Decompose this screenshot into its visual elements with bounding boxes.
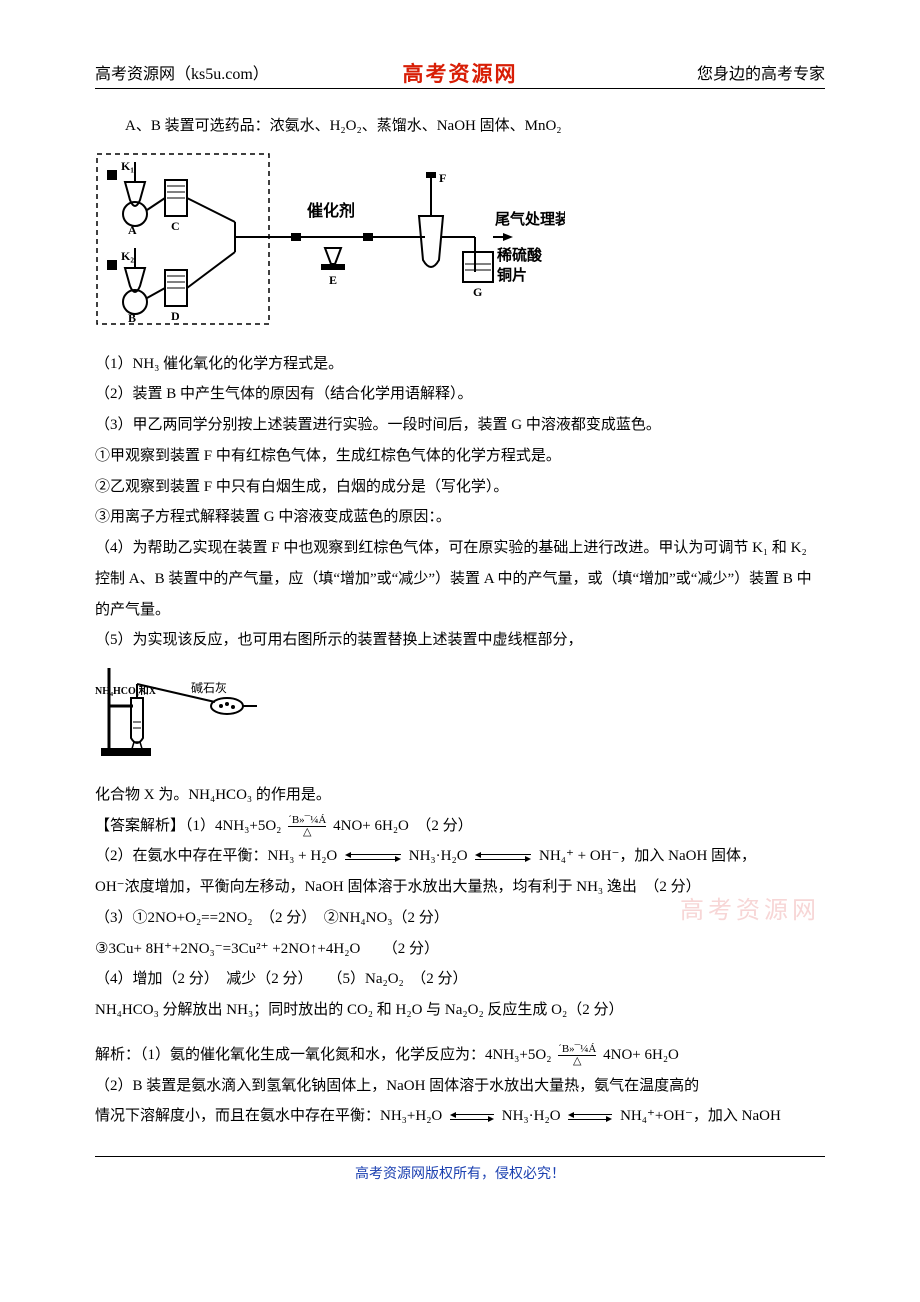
- svg-text:D: D: [171, 309, 180, 323]
- ans1-rhs: 4NO+ 6H₂O （2 分）: [333, 818, 473, 834]
- explain-2a: （2）B 装置是氨水滴入到氢氧化钠固体上，NaOH 固体溶于水放出大量热，氨气在…: [95, 1071, 825, 1102]
- svg-text:碱石灰: 碱石灰: [191, 681, 227, 695]
- svg-text:尾气处理装置: 尾气处理装置: [495, 210, 565, 228]
- q4: （4）为帮助乙实现在装置 F 中也观察到红棕色气体，可在原实验的基础上进行改进。…: [95, 533, 825, 625]
- explain-2b: 情况下溶解度小，而且在氨水中存在平衡：NH₃+H₂O NH₃·H₂O NH₄⁺+…: [95, 1101, 825, 1132]
- q3: （3）甲乙两同学分别按上述装置进行实验。一段时间后，装置 G 中溶液都变成蓝色。: [95, 410, 825, 441]
- svg-text:K₂: K₂: [121, 249, 134, 263]
- header-right: 您身边的高考专家: [697, 60, 825, 84]
- q3a: ①甲观察到装置 F 中有红棕色气体，生成红棕色气体的化学方程式是。: [95, 441, 825, 472]
- explain-1: 解析：（1）氨的催化氧化生成一氧化氮和水，化学反应为：4NH₃+5O₂ ´B»¯…: [95, 1040, 825, 1071]
- svg-text:A: A: [128, 223, 137, 237]
- svg-text:NH₄HCO₃和X: NH₄HCO₃和X: [95, 684, 157, 697]
- apparatus-diagram-2: NH₄HCO₃和X 碱石灰: [95, 656, 825, 780]
- svg-text:B: B: [128, 311, 136, 325]
- svg-text:E: E: [329, 273, 337, 287]
- q2: （2）装置 B 中产生气体的原因有（结合化学用语解释）。: [95, 379, 825, 410]
- svg-text:C: C: [171, 219, 180, 233]
- page-footer: 高考资源网版权所有，侵权必究！: [95, 1156, 825, 1183]
- answer-3: （3）①2NO+O₂==2NO₂ （2 分） ②NH₄NO₃（2 分）: [95, 903, 825, 934]
- answer-4: （4）增加（2 分） 减少（2 分） （5）Na₂O₂ （2 分）: [95, 964, 825, 995]
- svg-text:F: F: [439, 171, 446, 185]
- svg-text:铜片: 铜片: [497, 266, 527, 284]
- reaction-condition-2: ´B»¯¼Á △: [558, 1044, 596, 1067]
- q3b: ②乙观察到装置 F 中只有白烟生成，白烟的成分是（写化学）。: [95, 472, 825, 503]
- svg-text:K₁: K₁: [121, 159, 134, 173]
- svg-text:G: G: [473, 285, 482, 299]
- answer-2: （2）在氨水中存在平衡：NH₃ + H₂O NH₃·H₂O NH₄⁺ + OH⁻…: [95, 841, 825, 872]
- header-left: 高考资源网（ks5u.com）: [95, 60, 269, 84]
- svg-text:催化剂: 催化剂: [307, 201, 355, 220]
- q3c: ③用离子方程式解释装置 G 中溶液变成蓝色的原因：。: [95, 502, 825, 533]
- intro-line: A、B 装置可选药品：浓氨水、H₂O₂、蒸馏水、NaOH 固体、MnO₂: [95, 111, 825, 142]
- q5b: 化合物 X 为。NH₄HCO₃ 的作用是。: [95, 780, 825, 811]
- content-body: A、B 装置可选药品：浓氨水、H₂O₂、蒸馏水、NaOH 固体、MnO₂ K₁ …: [95, 111, 825, 1132]
- page-header: 高考资源网（ks5u.com） 高考资源网 您身边的高考专家: [95, 60, 825, 89]
- q5: （5）为实现该反应，也可用右图所示的装置替换上述装置中虚线框部分，: [95, 625, 825, 656]
- answer-2b: OH⁻浓度增加，平衡向左移动，NaOH 固体溶于水放出大量热，均有利于 NH₃ …: [95, 872, 825, 903]
- reaction-condition-1: ´B»¯¼Á △: [288, 815, 326, 838]
- ans1-lhs: 【答案解析】（1）4NH₃+5O₂: [95, 818, 281, 834]
- apparatus-diagram-1: K₁ K₂ A C B: [95, 142, 825, 349]
- answer-5: NH₄HCO₃ 分解放出 NH₃；同时放出的 CO₂ 和 H₂O 与 Na₂O₂…: [95, 995, 825, 1026]
- answer-1: 【答案解析】（1）4NH₃+5O₂ ´B»¯¼Á △ 4NO+ 6H₂O （2 …: [95, 811, 825, 842]
- spacer: [95, 1026, 825, 1040]
- answer-3c: ③3Cu+ 8H⁺+2NO₃⁻=3Cu²⁺ +2NO↑+4H₂O （2 分）: [95, 934, 825, 965]
- svg-text:稀硫酸: 稀硫酸: [497, 246, 543, 264]
- q1: （1）NH₃ 催化氧化的化学方程式是。: [95, 349, 825, 380]
- header-center: 高考资源网: [403, 58, 518, 88]
